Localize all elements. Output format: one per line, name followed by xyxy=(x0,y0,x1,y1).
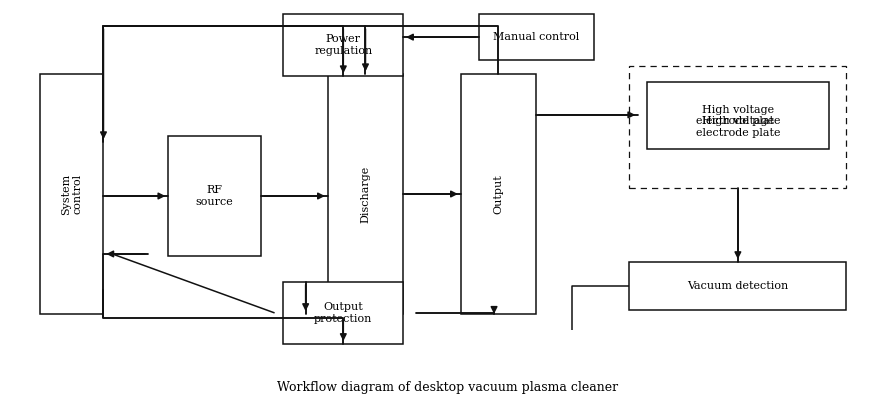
Text: Discharge: Discharge xyxy=(360,165,370,223)
Text: System
control: System control xyxy=(61,173,82,215)
Text: Manual control: Manual control xyxy=(493,32,578,42)
Bar xyxy=(39,74,104,314)
Bar xyxy=(283,14,402,76)
Text: Output
protection: Output protection xyxy=(314,302,372,324)
Text: High voltage
electrode plate: High voltage electrode plate xyxy=(695,105,780,126)
Text: RF
source: RF source xyxy=(196,185,233,207)
Bar xyxy=(628,66,846,188)
Bar xyxy=(478,14,593,60)
Bar xyxy=(327,74,402,314)
Text: Vacuum detection: Vacuum detection xyxy=(687,281,788,291)
Text: Power
regulation: Power regulation xyxy=(314,34,372,56)
Bar xyxy=(646,82,828,149)
Bar xyxy=(168,136,261,256)
Text: High voltage
electrode plate: High voltage electrode plate xyxy=(695,116,780,138)
Text: Workflow diagram of desktop vacuum plasma cleaner: Workflow diagram of desktop vacuum plasm… xyxy=(276,381,618,394)
Bar xyxy=(460,74,536,314)
Bar xyxy=(628,262,846,310)
Bar xyxy=(283,282,402,344)
Text: Output: Output xyxy=(493,174,503,214)
